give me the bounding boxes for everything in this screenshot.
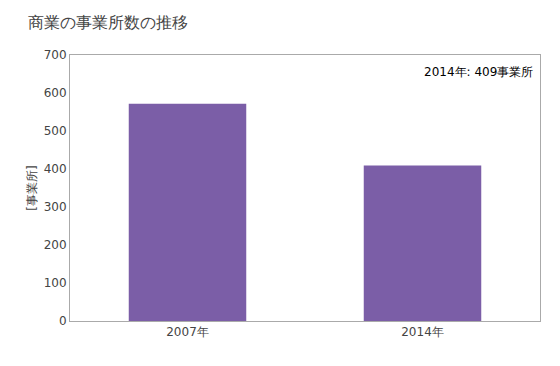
svg-text:300: 300 (44, 200, 67, 214)
svg-text:600: 600 (44, 86, 67, 100)
svg-text:400: 400 (44, 162, 67, 176)
svg-text:商業の事業所数の推移: 商業の事業所数の推移 (28, 13, 188, 32)
svg-text:200: 200 (44, 238, 67, 252)
svg-text:2014年: 2014年 (401, 325, 444, 339)
svg-text:100: 100 (44, 276, 67, 290)
svg-text:0: 0 (59, 314, 67, 328)
svg-text:2007年: 2007年 (166, 325, 209, 339)
svg-text:700: 700 (44, 48, 67, 62)
svg-text:2014年: 409事業所: 2014年: 409事業所 (424, 65, 533, 79)
svg-text:[事業所]: [事業所] (25, 165, 39, 210)
svg-text:500: 500 (44, 124, 67, 138)
